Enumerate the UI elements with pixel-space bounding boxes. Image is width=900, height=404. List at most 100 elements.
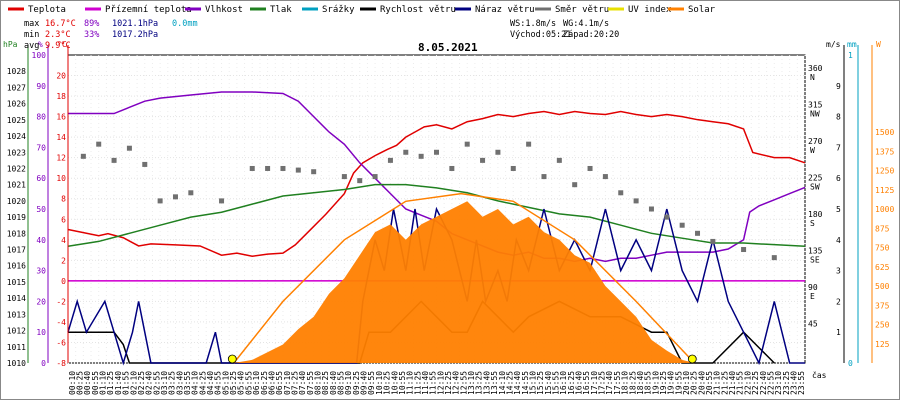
- time-tick-label: 04:10: [191, 371, 200, 395]
- wind-direction-point: [157, 198, 163, 204]
- time-tick-label: 21:25: [720, 371, 729, 395]
- wind-direction-point: [771, 255, 777, 261]
- hpa-tick-label: 1021: [7, 181, 26, 190]
- time-tick-label: 23:55: [797, 371, 806, 395]
- time-tick-label: 21:10: [713, 371, 722, 395]
- celsius-tick-label: 2: [61, 256, 66, 265]
- time-tick-label: 00:55: [91, 371, 100, 395]
- w-tick-label: 1250: [875, 167, 894, 176]
- wind-direction-point: [633, 198, 639, 204]
- direction-tick-letter: S: [810, 219, 815, 228]
- wind-direction-point: [572, 182, 578, 188]
- time-tick-label: 10:40: [390, 371, 399, 395]
- time-tick-label: 22:10: [743, 371, 752, 395]
- stats-temp: 9.9°C: [45, 41, 71, 51]
- time-tick-label: 20:40: [697, 371, 706, 395]
- series-layer: [67, 91, 806, 366]
- celsius-tick-label: 6: [61, 215, 66, 224]
- direction-tick-value: 270: [808, 137, 823, 146]
- time-tick-label: 17:10: [590, 371, 599, 395]
- stats-humidity: 33%: [84, 30, 99, 40]
- time-tick-label: 18:25: [628, 371, 637, 395]
- wind-direction-point: [126, 145, 132, 151]
- time-tick-label: 12:10: [436, 371, 445, 395]
- time-tick-label: 20:55: [705, 371, 714, 395]
- ms-tick-label: 9: [836, 82, 841, 91]
- ms-tick-label: 2: [836, 297, 841, 306]
- wind-direction-point: [96, 141, 102, 147]
- time-tick-label: 03:25: [168, 371, 177, 395]
- chart-title: 8.05.2021: [418, 41, 478, 54]
- time-tick-label: 08:55: [337, 371, 346, 395]
- time-tick-label: 03:55: [183, 371, 192, 395]
- time-tick-label: 21:40: [728, 371, 737, 395]
- celsius-tick-label: 10: [56, 174, 66, 183]
- time-tick-label: 09:25: [352, 371, 361, 395]
- sun-marker: [227, 354, 237, 364]
- celsius-tick-label: -4: [56, 318, 66, 327]
- hpa-tick-label: 1013: [7, 310, 26, 319]
- celsius-unit-label: °C: [57, 40, 67, 49]
- time-tick-label: 00:25: [76, 371, 85, 395]
- time-tick-label: 05:40: [237, 371, 246, 395]
- hpa-tick-label: 1012: [7, 327, 26, 336]
- legend-label: Tlak: [270, 5, 292, 15]
- time-tick-label: 07:10: [283, 371, 292, 395]
- time-tick-label: 09:10: [344, 371, 353, 395]
- stats-block: max 16.7°C 89% 1021.1hPa 0.0mm min 2.3°C 33% 101…: [24, 19, 619, 54]
- time-tick-label: 12:55: [459, 371, 468, 395]
- hpa-tick-label: 1025: [7, 116, 26, 125]
- w-tick-label: 875: [875, 224, 890, 233]
- w-tick-label: 1375: [875, 147, 894, 156]
- hpa-tick-label: 1011: [7, 343, 26, 352]
- direction-tick-letter: SE: [810, 256, 820, 265]
- celsius-tick-label: -6: [56, 338, 66, 347]
- wind-direction-point: [618, 190, 624, 196]
- wind-direction-point: [311, 169, 317, 175]
- hpa-tick-label: 1019: [7, 213, 26, 222]
- wind-direction-point: [464, 141, 470, 147]
- w-tick-label: 1125: [875, 186, 894, 195]
- direction-tick-letter: W: [810, 146, 815, 155]
- direction-tick-letter: N: [810, 73, 815, 82]
- time-tick-label: 05:10: [221, 371, 230, 395]
- celsius-tick-label: 16: [56, 113, 66, 122]
- wind-direction-point: [341, 174, 347, 180]
- wind-direction-point: [664, 214, 670, 220]
- time-tick-label: 04:40: [206, 371, 215, 395]
- hpa-tick-label: 1016: [7, 262, 26, 271]
- wind-direction-point: [403, 149, 409, 155]
- time-tick-label: 01:10: [99, 371, 108, 395]
- stats-sunset: Západ:20:20: [563, 30, 619, 40]
- hpa-tick-label: 1023: [7, 148, 26, 157]
- time-tick-label: 14:55: [521, 371, 530, 395]
- series-solar-max-curve: [233, 192, 695, 364]
- time-tick-label: 14:40: [513, 371, 522, 395]
- ms-tick-label: 7: [836, 143, 841, 152]
- time-tick-label: 15:10: [528, 371, 537, 395]
- hpa-tick-label: 1022: [7, 164, 26, 173]
- time-tick-label: 21:55: [736, 371, 745, 395]
- w-tick-label: 500: [875, 282, 890, 291]
- time-tick-label: 11:10: [406, 371, 415, 395]
- wind-direction-point: [172, 194, 178, 200]
- legend-label: Náraz větru: [475, 5, 535, 15]
- wind-direction-point: [510, 165, 516, 171]
- pct-tick-label: 80: [36, 113, 46, 122]
- celsius-tick-label: 14: [56, 133, 66, 142]
- time-tick-label: 10:25: [383, 371, 392, 395]
- time-tick-label: 15:55: [551, 371, 560, 395]
- mm-tick-label: 0: [848, 359, 853, 368]
- time-tick-label: 19:55: [674, 371, 683, 395]
- stats-rain: 0.0mm: [172, 19, 198, 29]
- ms-tick-label: 8: [836, 113, 841, 122]
- time-tick-label: 00:10: [68, 371, 77, 395]
- wind-direction-point: [249, 165, 255, 171]
- hpa-tick-label: 1015: [7, 278, 26, 287]
- time-tick-label: 05:55: [244, 371, 253, 395]
- wind-direction-point: [357, 178, 363, 184]
- celsius-tick-label: 8: [61, 195, 66, 204]
- celsius-tick-label: -8: [56, 359, 66, 368]
- wind-direction-point: [710, 238, 716, 244]
